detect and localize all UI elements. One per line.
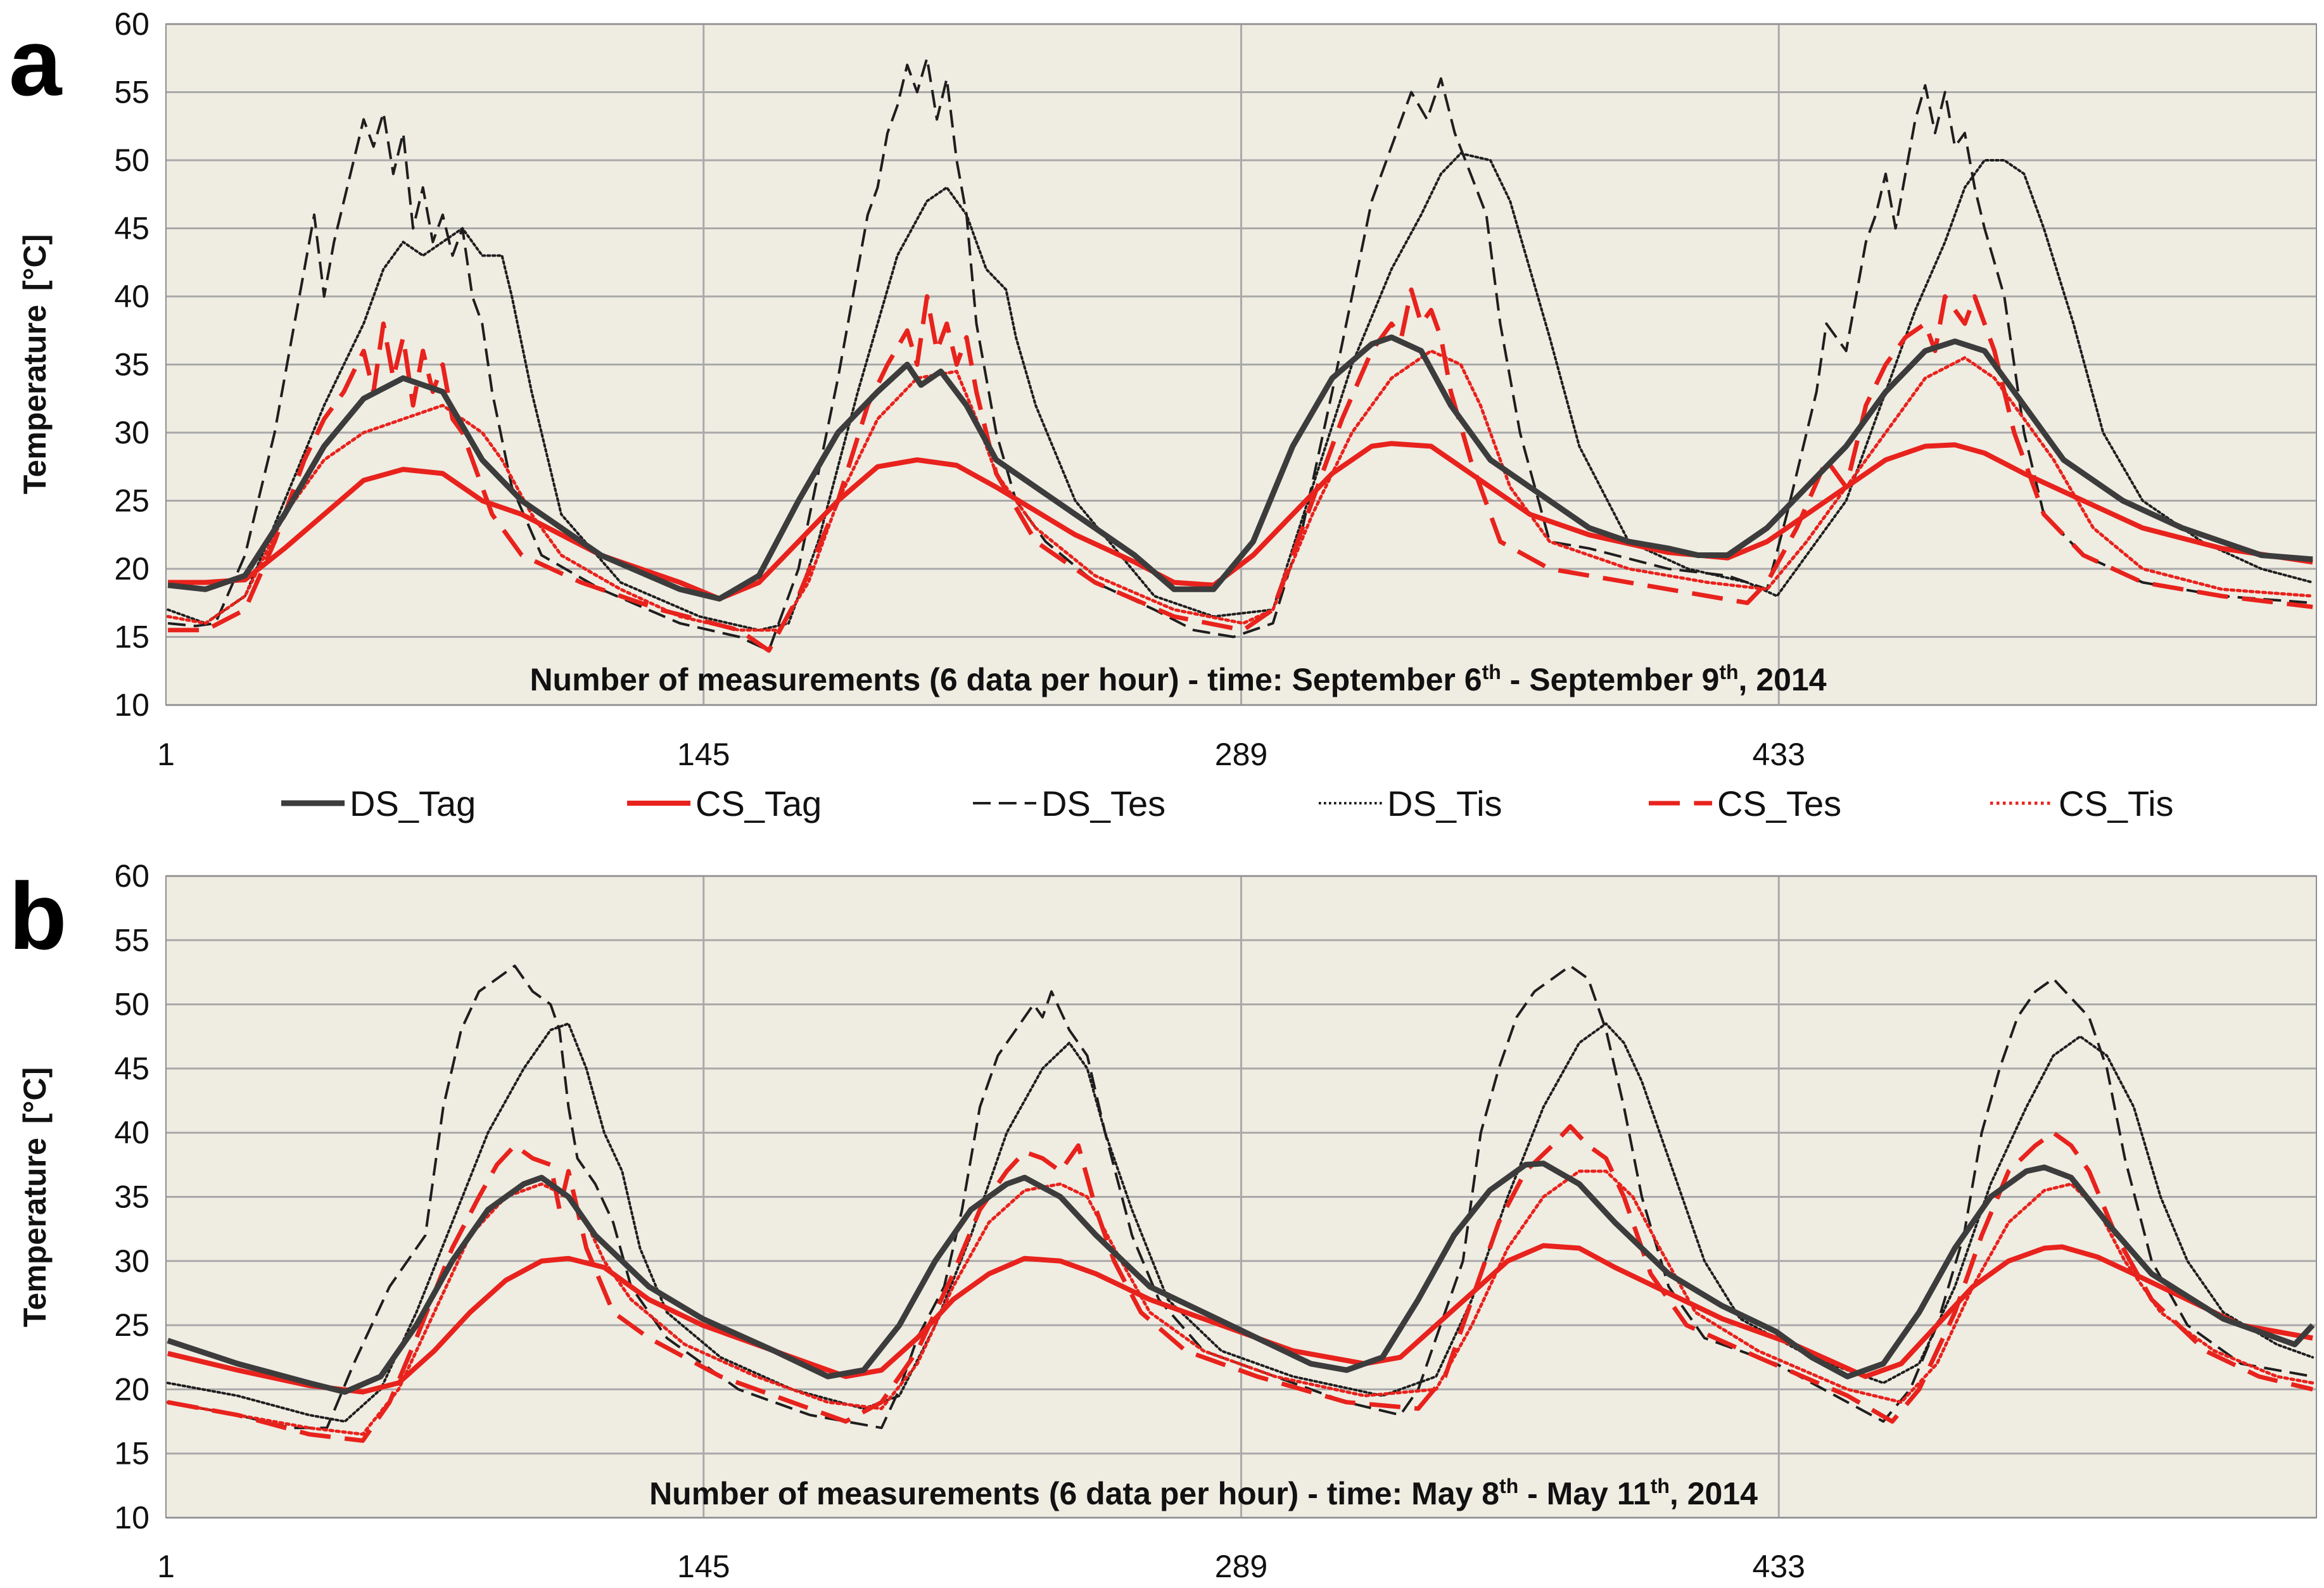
y-tick-label: 50 <box>114 987 149 1022</box>
x-tick-label: 433 <box>1753 737 1805 772</box>
x-axis-label-b-part3: , 2014 <box>1670 1476 1758 1511</box>
y-tick-label: 15 <box>114 1436 149 1471</box>
x-axis-label-a-part1: Number of measurements (6 data per hour)… <box>530 662 1482 697</box>
x-axis-label-a-sup2: th <box>1719 661 1738 683</box>
series-line-ds-tag <box>167 334 2313 602</box>
series-group-a <box>166 56 2314 653</box>
panel-a: a 10 15 20 25 30 35 40 45 50 55 60 1 145 289 433 Temp… <box>9 6 2317 772</box>
y-tick-label: 55 <box>114 75 149 110</box>
y-tick-labels-b: 10 15 20 25 30 35 40 45 50 55 60 <box>114 858 149 1535</box>
y-tick-label: 40 <box>114 279 149 314</box>
y-axis-label-a: Temperature [°C] <box>17 234 53 495</box>
legend-item-ds-tes: DS_Tes <box>973 784 1165 823</box>
y-tick-label: 35 <box>114 347 149 383</box>
x-axis-label-b: Number of measurements (6 data per hour)… <box>649 1475 1758 1511</box>
legend-label: DS_Tis <box>1387 784 1502 823</box>
x-axis-label-b-part1: Number of measurements (6 data per hour)… <box>649 1476 1499 1511</box>
plot-border-a <box>165 23 2317 706</box>
series-line-cs-tes <box>167 1124 2313 1443</box>
x-tick-label: 289 <box>1215 737 1267 772</box>
legend: DS_Tag CS_Tag DS_Tes DS_Tis CS_Tes CS_Tis <box>281 784 2174 823</box>
y-tick-label: 45 <box>114 211 149 246</box>
panel-b: b 10 15 20 25 30 35 40 45 50 55 60 1 145 289 433 Temp… <box>9 858 2317 1584</box>
legend-item-ds-tis: DS_Tis <box>1319 784 1502 823</box>
x-tick-labels-a: 1 145 289 433 <box>157 737 1805 772</box>
legend-label: CS_Tes <box>1717 784 1841 823</box>
y-tick-label: 55 <box>114 922 149 958</box>
y-axis-unit-b: [°C] <box>17 1067 53 1124</box>
y-tick-label: 35 <box>114 1179 149 1215</box>
y-axis-unit-a: [°C] <box>17 234 53 291</box>
y-axis-title-b: Temperature <box>17 1138 53 1327</box>
x-tick-label: 433 <box>1753 1549 1805 1584</box>
y-tick-labels-a: 10 15 20 25 30 35 40 45 50 55 60 <box>114 6 149 723</box>
legend-item-cs-tes: CS_Tes <box>1649 784 1841 823</box>
y-tick-label: 25 <box>114 483 149 519</box>
legend-label: CS_Tag <box>695 784 822 823</box>
x-tick-label: 1 <box>157 1549 175 1584</box>
x-tick-label: 289 <box>1215 1549 1267 1584</box>
y-tick-label: 30 <box>114 1243 149 1279</box>
x-axis-label-b-sup1: th <box>1499 1475 1518 1497</box>
legend-label: DS_Tag <box>350 784 476 823</box>
y-axis-title-a: Temperature <box>17 305 53 494</box>
x-tick-label: 145 <box>677 737 730 772</box>
legend-item-cs-tag: CS_Tag <box>627 784 822 823</box>
y-tick-label: 15 <box>114 619 149 655</box>
series-line-cs-tes <box>168 287 2313 653</box>
series-line-cs-tis <box>166 349 2314 632</box>
legend-label: CS_Tis <box>2059 784 2174 823</box>
y-tick-label: 60 <box>114 858 149 894</box>
x-tick-label: 145 <box>677 1549 730 1584</box>
y-tick-label: 20 <box>114 551 149 587</box>
legend-item-ds-tag: DS_Tag <box>281 784 476 823</box>
x-axis-label-a: Number of measurements (6 data per hour)… <box>530 661 1826 697</box>
y-tick-label: 50 <box>114 143 149 178</box>
y-tick-label: 40 <box>114 1115 149 1150</box>
plot-border-b <box>165 875 2317 1518</box>
legend-label: DS_Tes <box>1041 784 1165 823</box>
panel-letter-b: b <box>9 863 67 969</box>
y-tick-label: 60 <box>114 6 149 42</box>
x-axis-label-a-part2: - September 9 <box>1501 662 1720 697</box>
x-axis-label-a-sup1: th <box>1482 661 1501 683</box>
series-line-cs-tis <box>166 1169 2314 1436</box>
x-tick-labels-b: 1 145 289 433 <box>157 1549 1805 1584</box>
series-line-ds-tes <box>167 964 2313 1430</box>
y-tick-label: 45 <box>114 1051 149 1086</box>
x-axis-label-b-sup2: th <box>1651 1475 1670 1497</box>
y-tick-label: 10 <box>114 687 149 723</box>
x-axis-label-a-part3: , 2014 <box>1739 662 1827 697</box>
panel-letter-a: a <box>9 9 63 115</box>
legend-item-cs-tis: CS_Tis <box>1990 784 2174 823</box>
y-tick-label: 20 <box>114 1371 149 1407</box>
y-tick-label: 10 <box>114 1500 149 1535</box>
series-group-b <box>166 964 2315 1443</box>
series-line-ds-tag <box>167 1160 2315 1395</box>
x-tick-label: 1 <box>157 737 175 772</box>
y-axis-label-b: Temperature [°C] <box>17 1067 53 1328</box>
y-tick-label: 30 <box>114 415 149 450</box>
y-tick-label: 25 <box>114 1307 149 1343</box>
x-axis-label-b-part2: - May 11 <box>1518 1476 1650 1511</box>
